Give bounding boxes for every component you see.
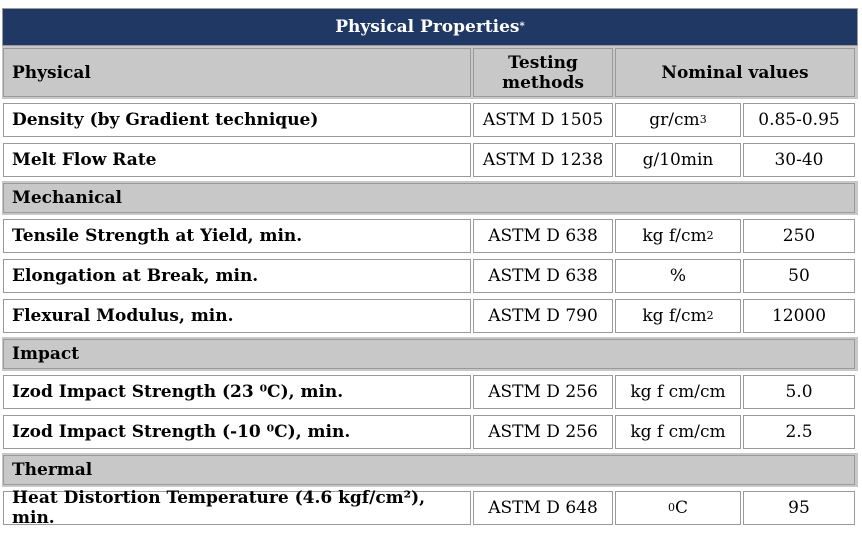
property-name: Melt Flow Rate: [3, 143, 471, 177]
unit-base: kg f/cm: [642, 226, 707, 246]
header-testing-line1: Testing: [508, 52, 578, 73]
testing-method: ASTM D 648: [473, 491, 613, 525]
table-row: Izod Impact Strength (-10 ⁰C), min. ASTM …: [2, 413, 858, 453]
table-title-text: Physical Properties: [335, 17, 520, 37]
property-name: Elongation at Break, min.: [3, 259, 471, 293]
unit-base: gr/cm: [649, 110, 700, 130]
unit: kg f/cm 2: [615, 219, 741, 253]
table-row: Izod Impact Strength (23 ⁰C), min. ASTM D…: [2, 373, 858, 413]
section-label: Mechanical: [3, 183, 855, 213]
properties-table: Physical Properties * Physical Testing me…: [2, 8, 858, 529]
unit: kg f/cm 2: [615, 299, 741, 333]
property-name: Flexural Modulus, min.: [3, 299, 471, 333]
table-row: Density (by Gradient technique) ASTM D 15…: [2, 101, 858, 141]
header-physical: Physical: [3, 48, 471, 97]
nominal-value: 250: [743, 219, 855, 253]
header-testing-methods: Testing methods: [473, 48, 613, 97]
testing-method: ASTM D 638: [473, 219, 613, 253]
testing-method: ASTM D 790: [473, 299, 613, 333]
table-row: Melt Flow Rate ASTM D 1238 g/10min 30-40: [2, 141, 858, 181]
table-body: Density (by Gradient technique) ASTM D 15…: [2, 101, 858, 529]
nominal-value: 95: [743, 491, 855, 525]
unit-base: %: [669, 266, 687, 286]
unit-base: g/10min: [642, 150, 714, 170]
unit-base: kg f cm/cm: [630, 422, 726, 442]
section-label: Thermal: [3, 455, 855, 485]
table-row: Elongation at Break, min. ASTM D 638% 50: [2, 257, 858, 297]
property-name: Density (by Gradient technique): [3, 103, 471, 137]
section-row: Mechanical: [2, 181, 858, 217]
property-name: Heat Distortion Temperature (4.6 kgf/cm²…: [3, 488, 471, 528]
table-row: Heat Distortion Temperature (4.6 kgf/cm²…: [2, 488, 858, 529]
unit: g/10min: [615, 143, 741, 177]
testing-method: ASTM D 1505: [473, 103, 613, 137]
unit: %: [615, 259, 741, 293]
testing-method: ASTM D 256: [473, 415, 613, 449]
nominal-value: 5.0: [743, 375, 855, 409]
table-title: Physical Properties *: [2, 8, 858, 46]
unit: kg f cm/cm: [615, 415, 741, 449]
testing-method: ASTM D 638: [473, 259, 613, 293]
unit-base: kg f cm/cm: [630, 382, 726, 402]
section-label: Impact: [3, 339, 855, 369]
nominal-value: 50: [743, 259, 855, 293]
header-row: Physical Testing methods Nominal values: [2, 46, 858, 101]
section-row: Impact: [2, 337, 858, 373]
nominal-value: 0.85-0.95: [743, 103, 855, 137]
testing-method: ASTM D 256: [473, 375, 613, 409]
section-row: Thermal: [2, 453, 858, 489]
testing-method: ASTM D 1238: [473, 143, 613, 177]
unit: gr/cm 3: [615, 103, 741, 137]
property-name: Izod Impact Strength (-10 ⁰C), min.: [3, 415, 471, 449]
nominal-value: 12000: [743, 299, 855, 333]
property-name: Izod Impact Strength (23 ⁰C), min.: [3, 375, 471, 409]
unit-base: kg f/cm: [642, 306, 707, 326]
header-testing-line2: methods: [502, 72, 584, 93]
header-nominal-values: Nominal values: [615, 48, 855, 97]
nominal-value: 2.5: [743, 415, 855, 449]
property-name: Tensile Strength at Yield, min.: [3, 219, 471, 253]
table-row: Tensile Strength at Yield, min. ASTM D 63…: [2, 217, 858, 257]
unit-tail: C: [674, 498, 688, 518]
nominal-value: 30-40: [743, 143, 855, 177]
table-row: Flexural Modulus, min. ASTM D 790 kg f/cm 2…: [2, 297, 858, 337]
unit: kg f cm/cm: [615, 375, 741, 409]
